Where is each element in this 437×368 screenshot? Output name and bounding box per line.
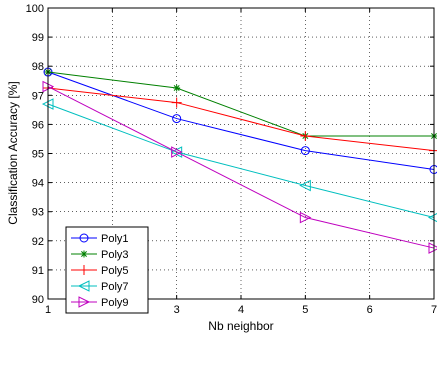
data-point-poly5: [171, 97, 182, 108]
series-line-poly3: [47, 71, 434, 137]
data-point-poly7: [299, 179, 311, 192]
x-tick-label: 5: [302, 304, 308, 316]
y-tick-label: 93: [32, 207, 44, 219]
legend: Poly1 Poly3 Poly5 Poly7 Poly9: [65, 226, 149, 314]
y-tick-label: 96: [32, 119, 44, 131]
series-line-poly9: [47, 86, 435, 249]
legend-label-poly1: Poly1: [101, 233, 129, 245]
series-line-poly7: [47, 103, 435, 219]
y-axis-label: Classification Accuracy [%]: [6, 81, 20, 224]
x-tick-label: 6: [367, 304, 373, 316]
legend-marker-poly5: [79, 265, 89, 275]
y-tick-label: 94: [32, 178, 44, 190]
y-tick-label: 95: [32, 149, 44, 161]
data-point-poly1: [172, 114, 182, 124]
y-axis-ticks: 90 91 92 93 94 95 96 97 98 99 100: [26, 3, 434, 306]
y-tick-label: 99: [32, 32, 44, 44]
x-tick-label: 4: [238, 304, 244, 316]
series-line-poly5: [47, 87, 435, 152]
legend-marker-poly1: [79, 233, 89, 243]
x-axis-label: Nb neighbor: [208, 319, 273, 333]
y-tick-label: 90: [32, 294, 44, 306]
data-point-poly5: [300, 131, 311, 142]
legend-marker-poly3: [80, 250, 88, 258]
legend-marker-poly9: [78, 296, 91, 308]
y-tick-label: 92: [32, 236, 44, 248]
data-point-poly9: [171, 146, 183, 158]
legend-marker-poly7: [77, 280, 90, 292]
legend-box: [65, 226, 149, 314]
x-tick-label: 7: [431, 304, 437, 316]
legend-label-poly9: Poly9: [101, 297, 129, 309]
legend-label-poly3: Poly3: [101, 249, 129, 261]
y-tick-label: 97: [32, 90, 44, 102]
y-tick-label: 98: [32, 61, 44, 73]
data-point-poly9: [299, 211, 312, 224]
legend-label-poly5: Poly5: [101, 265, 129, 277]
data-point-poly1: [300, 146, 310, 156]
legend-label-poly7: Poly7: [101, 281, 129, 293]
y-tick-label: 91: [32, 265, 44, 277]
x-tick-label: 1: [45, 304, 51, 316]
x-tick-label: 3: [174, 304, 180, 316]
data-point-poly3: [173, 84, 181, 92]
y-tick-label: 100: [26, 3, 44, 15]
